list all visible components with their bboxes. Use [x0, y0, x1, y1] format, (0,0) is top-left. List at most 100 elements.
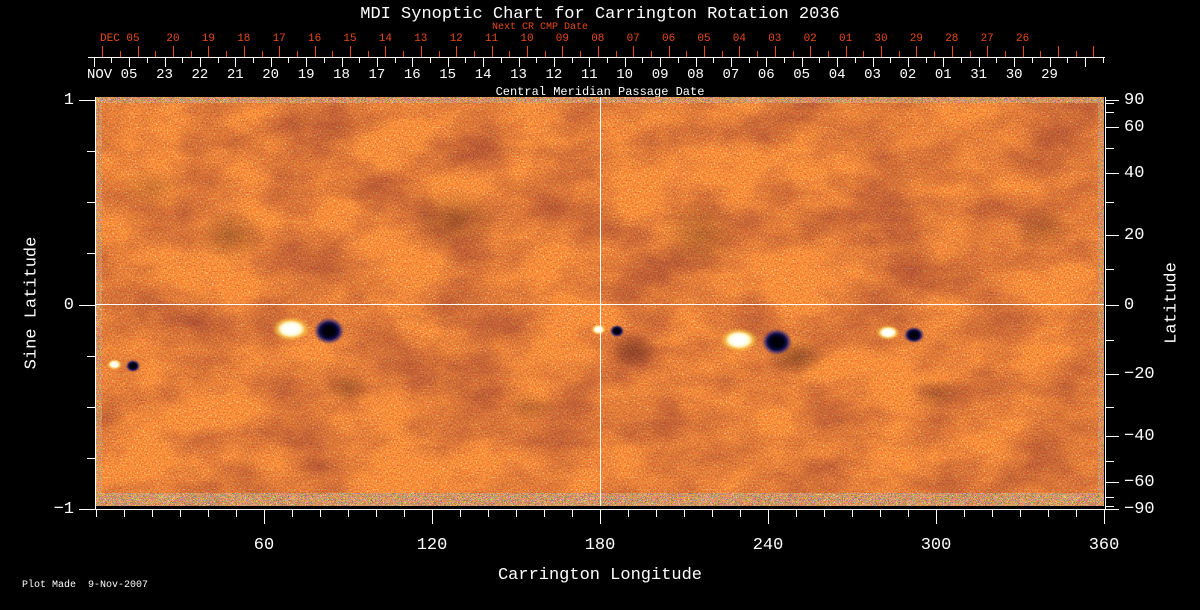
next-cr-axis-tick	[509, 51, 511, 57]
next-cr-axis-tick	[385, 46, 387, 57]
longitude-tick	[796, 510, 797, 517]
cmp-day-label: 08	[687, 67, 704, 83]
active-region-positive	[876, 325, 901, 341]
latitude-axis-title: Latitude	[1162, 262, 1182, 344]
next-cr-day-label: 27	[980, 33, 994, 45]
page-title: MDI Synoptic Chart for Carrington Rotati…	[360, 5, 840, 24]
next-cr-axis-tick	[580, 51, 582, 57]
cmp-axis-tick	[465, 58, 467, 63]
cmp-day-label: 04	[828, 67, 846, 83]
sine-latitude-tick	[79, 509, 95, 510]
cmp-axis-tick	[394, 58, 396, 63]
latitude-tick-label: 90	[1124, 91, 1145, 110]
right-axis-line	[1105, 97, 1106, 509]
next-cr-axis-tick	[721, 51, 723, 57]
next-cr-axis-tick	[226, 51, 228, 57]
carrington-longitude-axis-title: Carrington Longitude	[497, 566, 703, 585]
cmp-day-label: 30	[1005, 67, 1023, 83]
active-region-positive	[271, 317, 310, 342]
cmp-axis-tick	[288, 58, 290, 63]
cmp-axis-tick	[536, 58, 538, 63]
longitude-tick-label: 300	[920, 536, 952, 555]
next-cr-axis-tick	[1075, 51, 1077, 57]
next-cr-day-label: 26	[1015, 33, 1030, 45]
cmp-axis-tick	[253, 58, 254, 63]
cmp-day-label: 29	[1041, 67, 1058, 83]
cmp-axis-tick	[1014, 58, 1016, 67]
cmp-day-label: 17	[368, 67, 386, 83]
sine-latitude-tick	[79, 304, 95, 306]
longitude-tick-label: 180	[584, 536, 616, 555]
longitude-tick	[964, 510, 965, 517]
longitude-tick	[824, 510, 825, 517]
next-cr-axis-tick	[650, 51, 652, 57]
cmp-axis-tick	[93, 58, 95, 67]
next-cr-axis-tick	[438, 51, 440, 57]
cmp-axis-title: Central Meridian Passage Date	[495, 85, 705, 99]
next-cr-axis-tick	[810, 46, 812, 57]
longitude-tick	[768, 510, 769, 524]
next-cr-axis-tick	[827, 51, 829, 57]
next-cr-month-label: DEC 05	[100, 33, 140, 45]
cmp-axis-line	[88, 57, 1105, 58]
sine-latitude-tick	[87, 202, 95, 204]
active-region-positive	[719, 328, 758, 352]
latitude-tick-label: −60	[1124, 472, 1155, 492]
longitude-tick	[320, 510, 321, 517]
latitude-tick	[1106, 234, 1119, 236]
cmp-axis-tick	[182, 58, 184, 63]
sine-latitude-axis-title: Sine Latitude	[22, 236, 42, 370]
longitude-tick	[936, 510, 937, 524]
next-cr-axis-tick	[792, 51, 794, 57]
latitude-tick	[1106, 374, 1119, 376]
latitude-tick	[1106, 202, 1114, 204]
cmp-axis-tick	[607, 58, 608, 63]
sine-latitude-tick-label: −1	[53, 500, 74, 519]
cmp-axis-tick	[376, 58, 378, 67]
cmp-axis-tick	[571, 58, 573, 63]
latitude-tick	[1106, 461, 1114, 463]
cmp-axis-tick	[1031, 58, 1033, 63]
cmp-axis-tick	[518, 58, 520, 67]
sine-latitude-tick	[87, 355, 95, 357]
cmp-axis-tick	[483, 58, 485, 67]
cmp-axis-tick	[111, 58, 113, 63]
next-cr-axis-tick	[208, 46, 210, 57]
next-cr-axis-tick	[350, 46, 351, 57]
cmp-axis-tick	[784, 58, 785, 63]
dark-patch	[182, 199, 278, 270]
next-cr-axis-tick	[473, 51, 475, 57]
next-cr-axis-tick	[261, 51, 263, 57]
longitude-tick	[1048, 510, 1049, 517]
sine-latitude-tick	[87, 151, 95, 153]
next-cr-day-label: 11	[484, 33, 499, 45]
longitude-tick	[460, 510, 461, 517]
cmp-axis-tick	[925, 58, 927, 63]
longitude-tick	[712, 510, 713, 517]
longitude-tick	[908, 510, 909, 517]
latitude-tick	[1106, 268, 1114, 270]
cmp-day-label: 12	[545, 67, 563, 83]
latitude-tick-label: 0	[1124, 295, 1135, 315]
next-cr-axis-tick	[704, 46, 705, 57]
sine-latitude-tick	[79, 100, 95, 101]
next-cr-day-label: 16	[307, 33, 322, 45]
cmp-day-label: 18	[333, 67, 350, 83]
next-cr-axis-tick	[845, 46, 847, 57]
next-cr-day-label: 13	[414, 33, 428, 45]
cmp-axis-tick	[129, 58, 131, 67]
next-cr-axis-tick	[969, 51, 971, 57]
longitude-tick	[544, 510, 545, 517]
longitude-tick	[152, 510, 153, 517]
cmp-day-label: 05	[793, 67, 811, 83]
cmp-day-label: 23	[156, 67, 173, 83]
next-cr-axis-tick	[916, 46, 918, 57]
next-cr-axis-tick	[1058, 46, 1059, 57]
longitude-tick-label: 360	[1088, 536, 1120, 555]
bottom-axis-line	[88, 509, 1106, 510]
cmp-axis-tick	[430, 58, 431, 63]
active-region-positive	[591, 323, 607, 335]
next-cr-axis-tick	[190, 51, 192, 57]
next-cr-day-label: 04	[732, 33, 746, 45]
cmp-day-label: 31	[970, 67, 988, 83]
